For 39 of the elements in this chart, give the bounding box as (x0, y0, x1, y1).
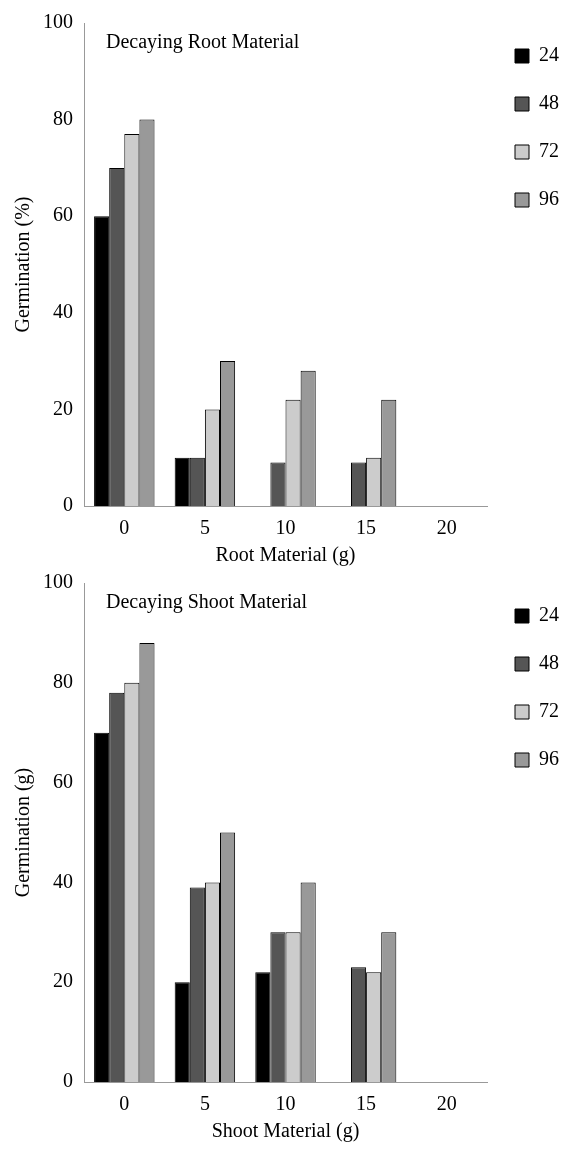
chart-title: Decaying Root Material (106, 30, 300, 54)
bar (94, 732, 110, 1082)
chart-title: Decaying Shoot Material (106, 590, 308, 614)
y-axis-title: Germination (%) (11, 196, 35, 333)
legend-label: 96 (539, 747, 559, 770)
legend-label: 24 (539, 603, 559, 626)
x-tick-label: 0 (119, 516, 130, 539)
x-tick-label: 10 (275, 1092, 296, 1115)
bar (94, 216, 110, 506)
y-tick-label: 20 (53, 396, 73, 419)
legend-label: 48 (539, 91, 559, 114)
x-tick-label: 15 (356, 516, 377, 539)
legend-label: 24 (539, 43, 559, 66)
y-tick-label: 40 (53, 869, 73, 892)
y-tick-label: 60 (53, 769, 73, 792)
y-tick-label: 80 (53, 106, 73, 129)
y-axis-title: Germination (g) (11, 767, 35, 898)
legend-label: 72 (539, 699, 559, 722)
y-tick-label: 0 (63, 493, 73, 516)
bar (255, 972, 271, 1082)
y-tick-label: 100 (43, 570, 73, 593)
y-tick-label: 0 (63, 1069, 73, 1092)
x-tick-label: 15 (356, 1092, 377, 1115)
x-axis-title: Root Material (g) (215, 543, 356, 567)
y-tick-label: 80 (53, 670, 73, 693)
x-tick-label: 10 (275, 516, 296, 539)
y-tick-label: 100 (43, 10, 73, 33)
x-tick-label: 0 (119, 1092, 130, 1115)
y-tick-label: 20 (53, 969, 73, 992)
legend-label: 48 (539, 651, 559, 674)
legend-label: 96 (539, 187, 559, 210)
y-tick-label: 60 (53, 203, 73, 226)
x-tick-label: 5 (199, 1092, 210, 1115)
x-tick-label: 20 (436, 516, 457, 539)
x-axis-title: Shoot Material (g) (211, 1119, 360, 1143)
legend-label: 72 (539, 139, 559, 162)
x-tick-label: 20 (436, 1092, 457, 1115)
x-tick-label: 5 (199, 516, 210, 539)
y-tick-label: 40 (53, 300, 73, 323)
